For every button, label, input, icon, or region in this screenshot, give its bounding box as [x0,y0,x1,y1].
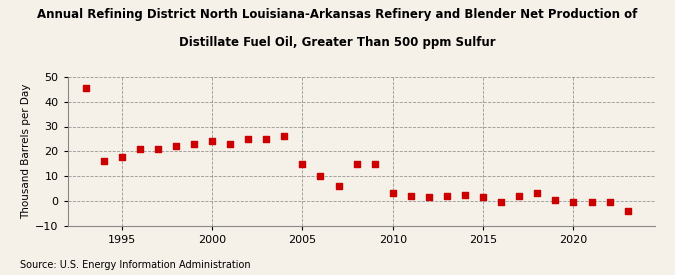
Point [315,174,326,178]
Point [460,192,470,197]
Point [568,200,579,204]
Point [279,134,290,139]
Point [622,208,633,213]
Point [369,161,380,166]
Point [604,200,615,204]
Point [441,194,452,198]
Point [225,142,236,146]
Point [297,161,308,166]
Point [153,147,163,151]
Point [99,159,109,163]
Point [351,161,362,166]
Point [514,194,524,198]
Point [261,137,271,141]
Point [406,194,416,198]
Point [207,139,217,144]
Text: Distillate Fuel Oil, Greater Than 500 ppm Sulfur: Distillate Fuel Oil, Greater Than 500 pp… [179,36,496,49]
Point [387,191,398,196]
Text: Source: U.S. Energy Information Administration: Source: U.S. Energy Information Administ… [20,260,251,270]
Point [423,195,434,199]
Point [495,200,506,204]
Point [550,197,561,202]
Point [532,191,543,196]
Point [243,137,254,141]
Point [478,195,489,199]
Point [80,86,91,90]
Point [188,142,199,146]
Text: Annual Refining District North Louisiana-Arkansas Refinery and Blender Net Produ: Annual Refining District North Louisiana… [37,8,638,21]
Point [116,155,127,160]
Point [333,184,344,188]
Point [171,144,182,148]
Point [134,147,145,151]
Y-axis label: Thousand Barrels per Day: Thousand Barrels per Day [21,84,31,219]
Point [586,200,597,204]
